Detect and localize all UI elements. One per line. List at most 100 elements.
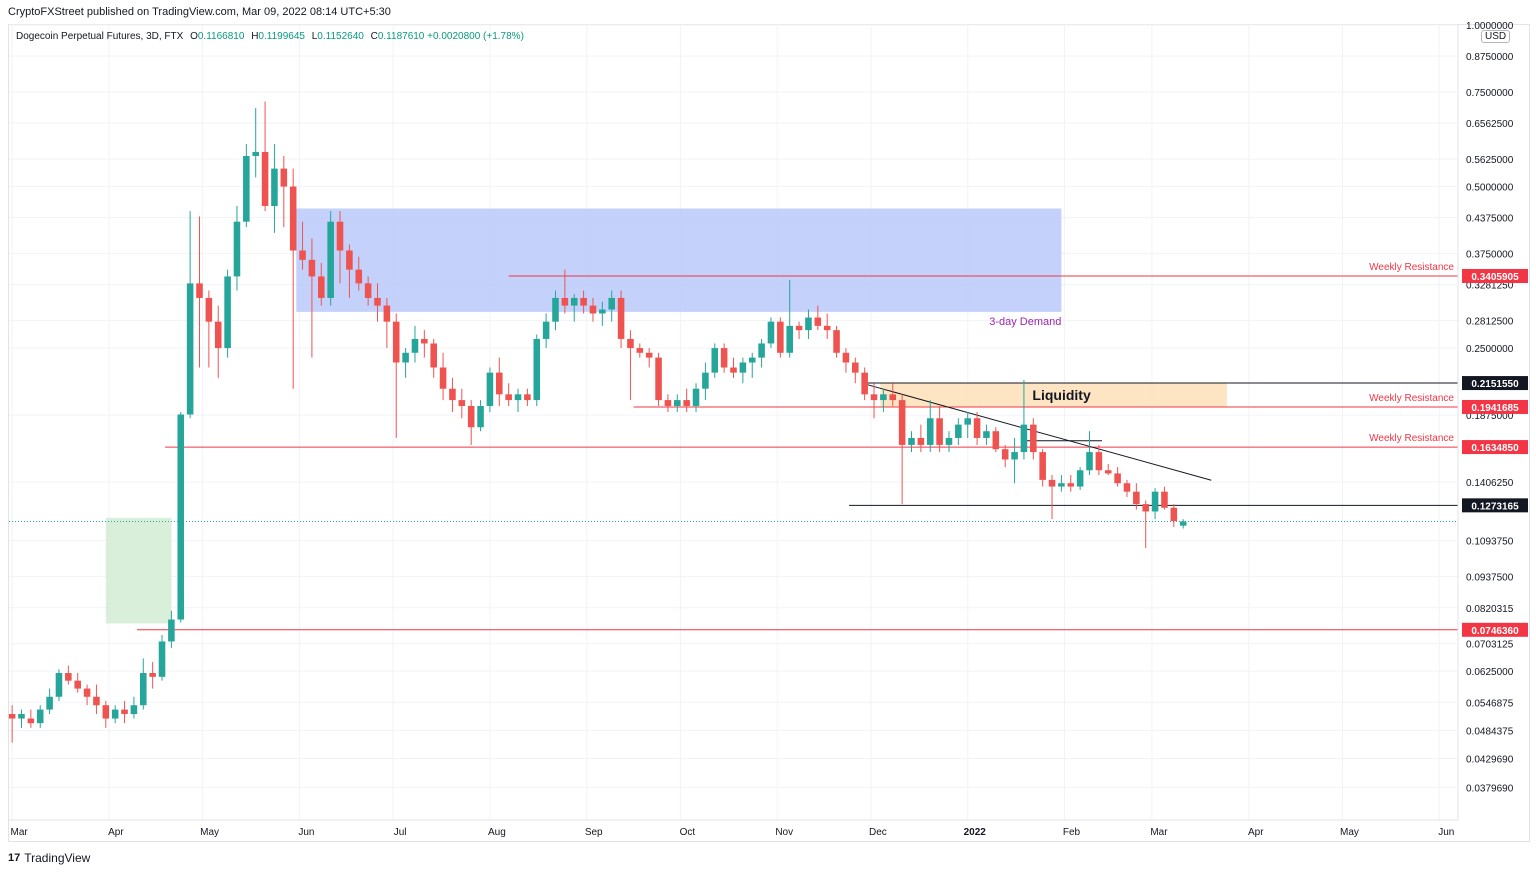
price-label-bg (1462, 399, 1528, 414)
candle (955, 418, 962, 445)
candle (645, 348, 653, 368)
candle (74, 673, 81, 693)
x-tick-label: Oct (680, 827, 696, 838)
y-tick-label: 0.1406250 (1466, 478, 1514, 489)
candle (777, 317, 784, 358)
candle-body (46, 696, 53, 710)
candle-body (1076, 470, 1084, 487)
tradingview-branding[interactable]: 17 TradingView (8, 851, 90, 865)
candle-body (261, 151, 269, 206)
candle (402, 348, 409, 378)
candle (55, 669, 63, 701)
candle (1151, 488, 1159, 520)
candle (1161, 486, 1168, 510)
candle-body (964, 418, 971, 425)
candle (392, 313, 400, 438)
tradingview-logo-icon: 17 (8, 852, 21, 864)
candle-body (1095, 452, 1103, 471)
candle (233, 205, 241, 291)
candle (8, 705, 16, 743)
candle-body (449, 388, 456, 401)
y-tick-label: 0.2500000 (1466, 344, 1514, 355)
x-tick-label: Aug (488, 827, 506, 838)
candle (1142, 500, 1149, 549)
candle (1076, 467, 1084, 490)
price-label-bg (1462, 269, 1528, 284)
candle-body (926, 418, 934, 445)
candle (514, 388, 522, 413)
candle (908, 431, 915, 453)
candle-body (364, 283, 372, 298)
price-label: 0.1273165 (1462, 498, 1528, 513)
candle (149, 662, 156, 689)
candle (945, 431, 953, 453)
candle-body (1020, 424, 1028, 453)
candle (355, 256, 363, 291)
candle-body (308, 259, 316, 277)
legend-close-label: C (370, 31, 378, 42)
candle (711, 343, 719, 378)
price-label: 0.0746360 (1462, 622, 1528, 637)
candle-body (683, 400, 690, 406)
candle-body (674, 400, 681, 406)
price-label-bg (1462, 440, 1528, 455)
candle-body (458, 400, 466, 406)
candle (964, 412, 971, 438)
candle (599, 301, 606, 326)
candle-body (748, 357, 756, 363)
candle-body (1001, 449, 1009, 460)
y-tick-label: 0.6562500 (1466, 119, 1514, 130)
candle (299, 221, 306, 270)
y-tick-label: 0.5625000 (1466, 155, 1514, 166)
candle (224, 269, 231, 358)
candle-body (636, 348, 644, 353)
zone-liquidity (880, 383, 1227, 407)
zone-3-day-demand (296, 208, 1062, 312)
legend-open-value: 0.1166810 (197, 31, 245, 42)
candle-body (1170, 507, 1178, 522)
candle (589, 297, 597, 322)
candle-body (777, 321, 784, 353)
legend-low-label: L (311, 31, 318, 42)
candle-body (973, 418, 981, 438)
candle (1011, 437, 1018, 484)
candle-body (795, 325, 803, 331)
candle-body (252, 151, 259, 157)
price-label-text: 0.1634850 (1471, 443, 1519, 454)
candle-body (346, 250, 353, 270)
candle-body (149, 673, 156, 677)
price-label-text: 0.2151550 (1471, 379, 1519, 390)
y-tick-label: 0.0937500 (1466, 573, 1514, 584)
candle (1170, 504, 1178, 528)
candle-body (140, 673, 147, 706)
currency-button[interactable]: USD (1481, 30, 1511, 43)
candle-body (299, 250, 306, 260)
candle-body (467, 405, 475, 428)
candle-body (1161, 491, 1168, 508)
x-tick-label: Nov (775, 827, 793, 838)
candle-body (336, 221, 344, 251)
candle-body (823, 325, 831, 331)
candle-body (233, 221, 241, 277)
price-label-bg (1462, 622, 1528, 637)
x-tick-label: Mar (11, 827, 29, 838)
candle (870, 383, 878, 419)
y-tick-label: 0.7500000 (1466, 88, 1514, 99)
y-tick-label: 0.0429690 (1466, 754, 1514, 765)
candle (973, 412, 981, 445)
candle-body (664, 400, 672, 406)
candle (814, 305, 822, 331)
candle (758, 338, 765, 368)
candle (1086, 431, 1093, 476)
candle (992, 427, 1000, 453)
candle (308, 238, 316, 358)
candle (926, 400, 934, 453)
legend-high-value: 0.1199645 (258, 31, 305, 42)
candle (786, 279, 793, 358)
candle (496, 357, 503, 406)
candle (243, 144, 250, 228)
candle (683, 388, 690, 413)
x-tick-label: May (200, 827, 219, 838)
candle (177, 412, 185, 623)
